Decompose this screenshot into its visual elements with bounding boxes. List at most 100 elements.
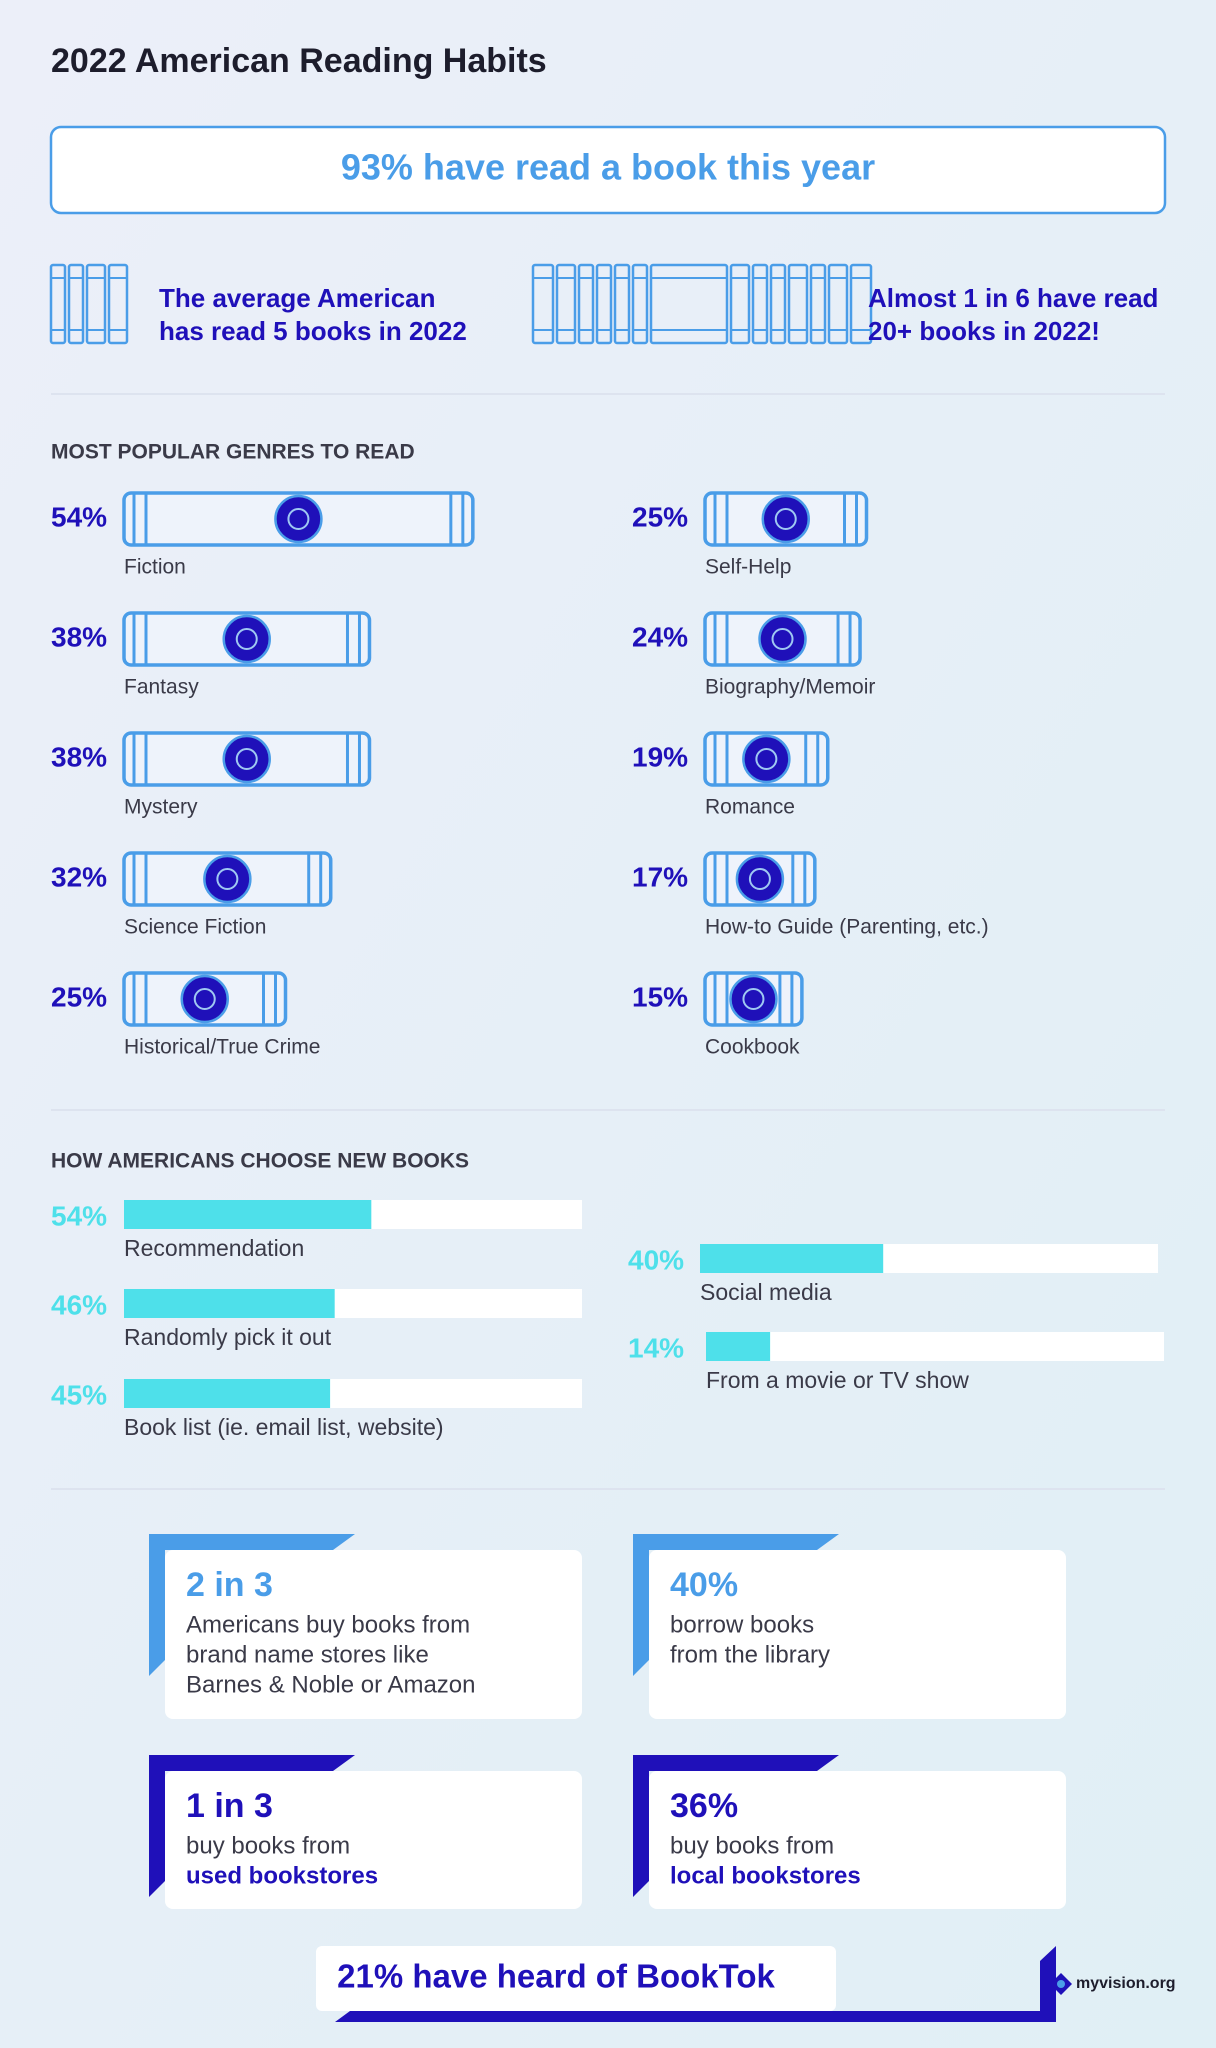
- card-line: brand name stores like: [186, 1641, 429, 1668]
- card-line: local bookstores: [670, 1862, 861, 1889]
- card-accent: [633, 1755, 839, 1897]
- book-icons: [49, 263, 873, 345]
- choose-bar: [124, 1289, 335, 1318]
- book-spine: [751, 263, 769, 345]
- genre-icon: [742, 734, 791, 784]
- genre-percent: 25%: [51, 981, 107, 1012]
- genre-percent: 54%: [51, 501, 107, 532]
- choose-track: [706, 1332, 1164, 1361]
- genre-icon: [222, 614, 271, 664]
- book-spine: [85, 263, 107, 345]
- genre-label: Cookbook: [705, 1036, 800, 1059]
- choose-label: Randomly pick it out: [124, 1324, 332, 1350]
- genre-percent: 24%: [632, 621, 688, 652]
- genre-icon: [761, 494, 810, 544]
- genre-label: Self-Help: [705, 556, 791, 579]
- choose-percent: 54%: [51, 1200, 107, 1231]
- genre-label: Fantasy: [124, 676, 199, 699]
- choose-label: Social media: [700, 1279, 832, 1305]
- genre-icon: [735, 854, 785, 904]
- card-line: Americans buy books from: [186, 1611, 470, 1638]
- book-spine: [809, 263, 827, 345]
- banner-box: [49, 125, 1167, 215]
- genre-label: Historical/True Crime: [124, 1036, 320, 1059]
- logo-eye: [1057, 1980, 1065, 1988]
- genre-icon-detail: [235, 628, 258, 650]
- card-accent: [633, 1534, 839, 1676]
- genre-percent: 17%: [632, 861, 688, 892]
- genre-percent: 19%: [632, 741, 688, 772]
- book-spine: [827, 263, 849, 345]
- book-spine: [67, 263, 85, 345]
- card: [165, 1771, 582, 1909]
- book-spine: [555, 263, 577, 345]
- card-headline: 40%: [670, 1566, 738, 1604]
- book-spine: [769, 263, 787, 345]
- book-spine: [49, 263, 67, 345]
- booktok-text: 21% have heard of BookTok: [337, 1958, 775, 1995]
- genre-icon-detail: [748, 868, 771, 890]
- choose-bar: [124, 1200, 372, 1229]
- card-headline: 36%: [670, 1787, 738, 1825]
- choose-percent: 40%: [628, 1244, 684, 1275]
- page-title: 2022 American Reading Habits: [51, 42, 547, 80]
- brand-text: myvision.org: [1076, 1975, 1176, 1992]
- genre-icon-detail: [216, 868, 239, 890]
- fact-text: Almost 1 in 6 have read: [868, 283, 1158, 313]
- genre-label: Fiction: [124, 556, 186, 579]
- choose-bar: [124, 1379, 331, 1408]
- section-title: HOW AMERICANS CHOOSE NEW BOOKS: [51, 1150, 469, 1173]
- book-spine: [649, 263, 729, 345]
- genre-icon: [274, 494, 323, 544]
- genre-label: Biography/Memoir: [705, 676, 875, 699]
- book-spine: [577, 263, 595, 345]
- genre-label: Science Fiction: [124, 916, 266, 939]
- genre-icon-detail: [193, 988, 216, 1010]
- choose-percent: 45%: [51, 1379, 107, 1410]
- card-line: used bookstores: [186, 1862, 378, 1889]
- choose-bar: [706, 1332, 771, 1361]
- choose-percent: 46%: [51, 1289, 107, 1320]
- section-title: MOST POPULAR GENRES TO READ: [51, 441, 415, 464]
- book-spine: [849, 263, 873, 345]
- genre-icon: [222, 734, 271, 784]
- genre-label: How-to Guide (Parenting, etc.): [705, 916, 989, 939]
- genre-icon-detail: [774, 508, 797, 530]
- card-line: borrow books: [670, 1611, 814, 1638]
- fact-text: has read 5 books in 2022: [159, 316, 467, 346]
- card-line: buy books from: [186, 1832, 350, 1859]
- genre-icon-detail: [742, 988, 765, 1010]
- book-spine: [107, 263, 129, 345]
- genre-icon: [180, 974, 229, 1024]
- choose-percent: 14%: [628, 1332, 684, 1363]
- fact-text: The average American: [159, 283, 436, 313]
- book-spine: [631, 263, 649, 345]
- card-headline: 1 in 3: [186, 1787, 273, 1825]
- book-spine: [787, 263, 809, 345]
- genre-icon-detail: [235, 748, 258, 770]
- choose-label: From a movie or TV show: [706, 1367, 969, 1393]
- genre-icon-detail: [771, 628, 794, 650]
- genre-percent: 25%: [632, 501, 688, 532]
- choose-bar: [700, 1244, 884, 1273]
- card-accent: [149, 1534, 355, 1676]
- fact-text: 20+ books in 2022!: [868, 316, 1100, 346]
- genre-icon: [729, 974, 778, 1024]
- booktok-box: [316, 1946, 836, 2011]
- card-line: from the library: [670, 1641, 830, 1668]
- genre-icon-detail: [287, 508, 310, 530]
- choose-label: Book list (ie. email list, website): [124, 1414, 444, 1440]
- book-spine: [531, 263, 555, 345]
- genre-percent: 15%: [632, 981, 688, 1012]
- genre-percent: 38%: [51, 741, 107, 772]
- card-line: buy books from: [670, 1832, 834, 1859]
- book-spine: [613, 263, 631, 345]
- card-accent: [149, 1755, 355, 1897]
- card-headline: 2 in 3: [186, 1566, 273, 1604]
- genre-icon: [758, 614, 807, 664]
- genre-icon-detail: [755, 748, 778, 770]
- genre-percent: 38%: [51, 621, 107, 652]
- brand-logo: [1050, 1973, 1072, 1995]
